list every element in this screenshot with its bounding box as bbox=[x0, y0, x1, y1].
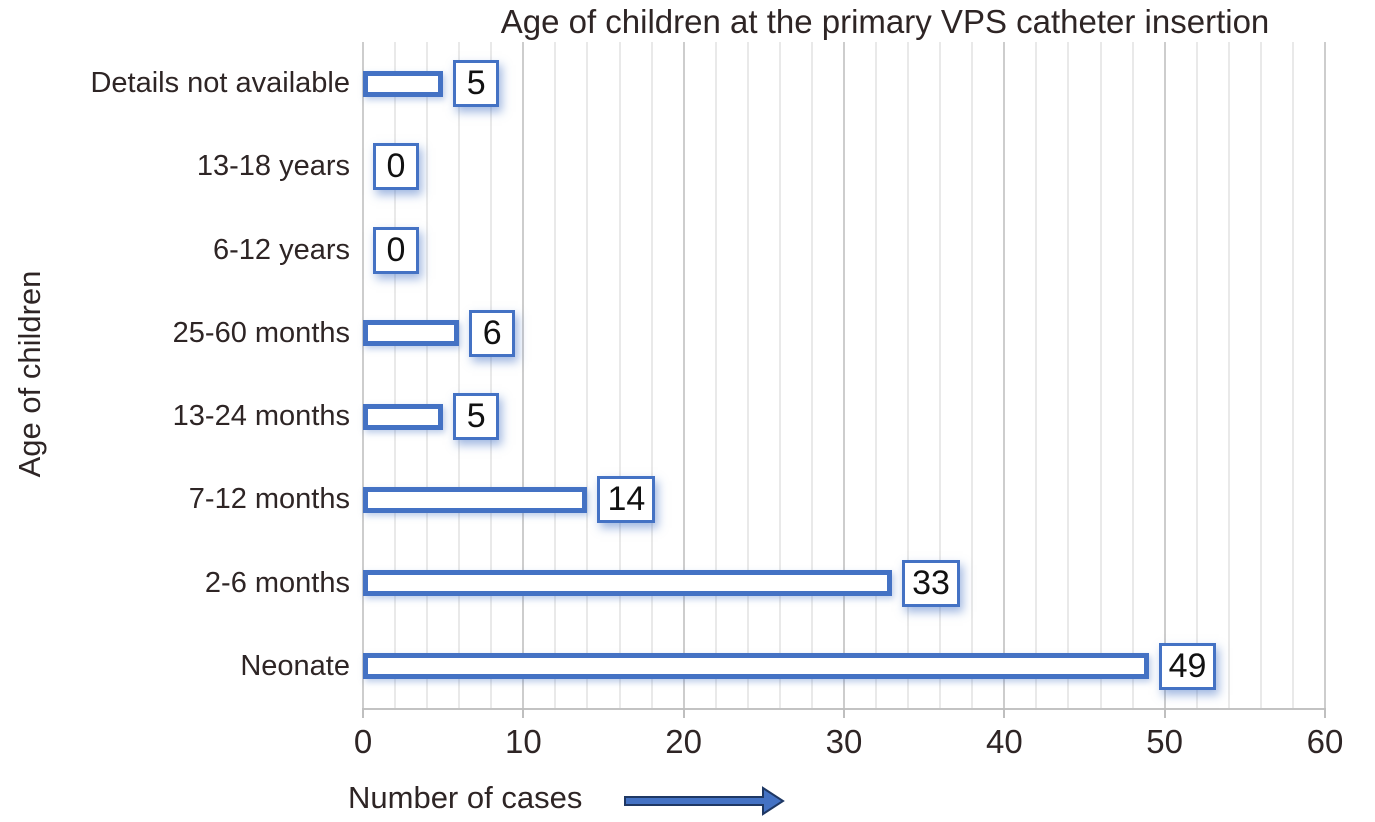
bar bbox=[363, 320, 460, 347]
minor-gridline bbox=[394, 42, 397, 708]
major-gridline bbox=[522, 42, 525, 708]
plot-area bbox=[362, 42, 1326, 710]
minor-gridline bbox=[1195, 42, 1198, 708]
data-label-box: 14 bbox=[597, 476, 656, 524]
minor-gridline bbox=[1259, 42, 1262, 708]
minor-gridline bbox=[746, 42, 749, 708]
major-gridline bbox=[1163, 42, 1166, 708]
x-tick-label: 30 bbox=[825, 723, 863, 760]
x-tick-label: 20 bbox=[665, 723, 703, 760]
bar bbox=[363, 486, 588, 513]
data-label-box: 6 bbox=[469, 309, 516, 357]
major-gridline bbox=[1324, 42, 1326, 708]
data-label-box: 5 bbox=[453, 60, 500, 108]
x-tick-mark bbox=[1003, 708, 1006, 718]
x-tick-mark bbox=[843, 708, 845, 718]
x-tick-label: 40 bbox=[985, 723, 1023, 760]
bar bbox=[363, 403, 444, 430]
minor-gridline bbox=[907, 42, 910, 708]
bar bbox=[363, 70, 444, 97]
data-label-box: 33 bbox=[902, 559, 960, 607]
x-axis-title: Number of cases bbox=[348, 780, 583, 815]
minor-gridline bbox=[1035, 42, 1038, 708]
data-label-box: 0 bbox=[373, 143, 419, 191]
minor-gridline bbox=[490, 42, 493, 708]
category-label: 13-18 years bbox=[196, 150, 350, 183]
minor-gridline bbox=[1099, 42, 1102, 708]
minor-gridline bbox=[939, 42, 942, 708]
x-tick-mark bbox=[362, 708, 364, 718]
data-label-box: 49 bbox=[1158, 642, 1217, 690]
category-label: Neonate bbox=[240, 649, 350, 682]
bar bbox=[363, 570, 893, 597]
bar bbox=[363, 653, 1149, 680]
x-tick-label: 60 bbox=[1306, 723, 1344, 760]
minor-gridline bbox=[1067, 42, 1070, 708]
x-tick-label: 0 bbox=[353, 723, 373, 760]
x-tick-mark bbox=[1163, 708, 1166, 718]
x-tick-label: 50 bbox=[1146, 723, 1184, 760]
minor-gridline bbox=[1227, 42, 1230, 708]
chart-title: Age of children at the primary VPS cathe… bbox=[500, 3, 1270, 40]
minor-gridline bbox=[618, 42, 621, 708]
category-label: 13-24 months bbox=[172, 400, 350, 433]
x-tick-label: 10 bbox=[504, 723, 542, 760]
x-tick-mark bbox=[682, 708, 685, 718]
x-tick-mark bbox=[1324, 708, 1326, 718]
right-arrow-icon bbox=[624, 786, 785, 816]
data-label-box: 0 bbox=[373, 226, 419, 274]
major-gridline bbox=[682, 42, 685, 708]
minor-gridline bbox=[1291, 42, 1294, 708]
minor-gridline bbox=[810, 42, 813, 708]
major-gridline bbox=[1003, 42, 1006, 708]
minor-gridline bbox=[650, 42, 653, 708]
minor-gridline bbox=[554, 42, 557, 708]
minor-gridline bbox=[875, 42, 878, 708]
category-label: 25-60 months bbox=[172, 316, 350, 349]
minor-gridline bbox=[458, 42, 461, 708]
category-label: 2-6 months bbox=[204, 566, 350, 599]
category-label: 6-12 years bbox=[212, 233, 350, 266]
category-label: Details not available bbox=[90, 67, 350, 100]
minor-gridline bbox=[1131, 42, 1134, 708]
major-gridline bbox=[362, 42, 364, 708]
minor-gridline bbox=[714, 42, 717, 708]
major-gridline bbox=[843, 42, 845, 708]
minor-gridline bbox=[586, 42, 589, 708]
x-tick-mark bbox=[522, 708, 525, 718]
minor-gridline bbox=[778, 42, 781, 708]
minor-gridline bbox=[971, 42, 974, 708]
category-label: 7-12 months bbox=[188, 483, 350, 516]
data-label-box: 5 bbox=[453, 393, 500, 441]
minor-gridline bbox=[426, 42, 429, 708]
